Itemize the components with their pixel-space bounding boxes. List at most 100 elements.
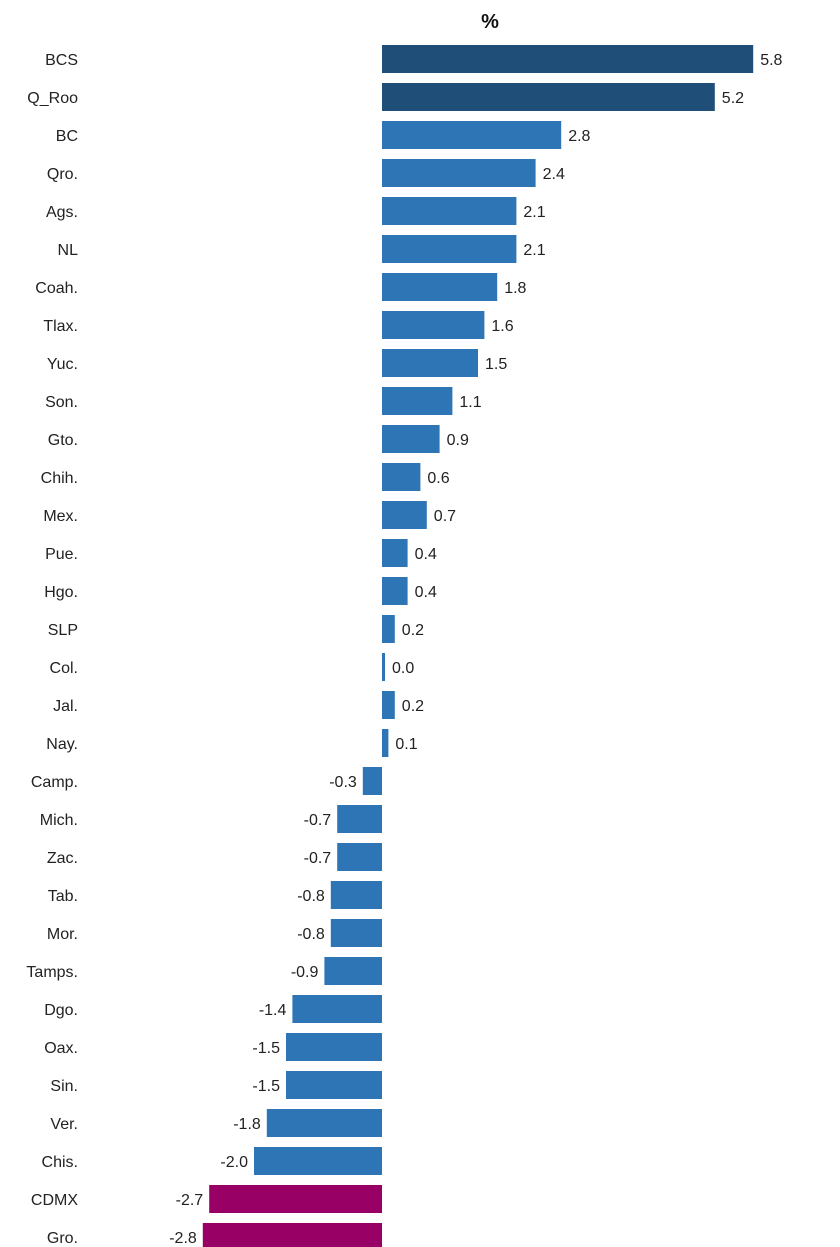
value-label: 1.6 xyxy=(491,318,513,335)
bar-gto xyxy=(382,425,440,453)
category-label: Dgo. xyxy=(44,1002,78,1019)
bar-bc xyxy=(382,121,562,149)
bars-layer xyxy=(202,45,754,1247)
bar-camp xyxy=(362,767,382,795)
value-label: 0.2 xyxy=(402,622,424,639)
category-label: Sin. xyxy=(50,1078,78,1095)
category-label: Ags. xyxy=(46,204,78,221)
bar-chih xyxy=(382,463,421,491)
bar-mex xyxy=(382,501,427,529)
value-label: 0.7 xyxy=(434,508,456,525)
category-label: Tlax. xyxy=(43,318,78,335)
bar-tab xyxy=(330,881,382,909)
category-label: Oax. xyxy=(44,1040,78,1057)
bar-dgo xyxy=(292,995,382,1023)
value-label: 0.1 xyxy=(395,736,417,753)
value-label: 5.2 xyxy=(722,90,744,107)
category-label: Coah. xyxy=(35,280,78,297)
bar-oax xyxy=(286,1033,382,1061)
value-label: 5.8 xyxy=(760,52,782,69)
category-label: Hgo. xyxy=(44,584,78,601)
bar-mor xyxy=(330,919,382,947)
value-label: 0.0 xyxy=(392,660,414,677)
labels-layer: BCS 5.8 Q_Roo 5.2 BC 2.8 Qro. 2.4 Ags. 2.1 NL 2.1 Co… xyxy=(26,52,782,1247)
value-label: 2.1 xyxy=(523,242,545,259)
category-label: Camp. xyxy=(31,774,78,791)
bar-tlax xyxy=(382,311,485,339)
category-label: Son. xyxy=(45,394,78,411)
value-label: -1.4 xyxy=(259,1002,287,1019)
value-label: -2.7 xyxy=(176,1192,204,1209)
category-label: NL xyxy=(58,242,79,259)
category-label: SLP xyxy=(48,622,78,639)
bar-slp xyxy=(382,615,395,643)
value-label: -0.8 xyxy=(297,926,325,943)
category-label: Tamps. xyxy=(26,964,78,981)
category-label: BC xyxy=(56,128,78,145)
category-label: Ver. xyxy=(50,1116,78,1133)
value-label: 0.2 xyxy=(402,698,424,715)
category-label: Jal. xyxy=(53,698,78,715)
category-label: Qro. xyxy=(47,166,78,183)
bar-mich xyxy=(337,805,382,833)
category-label: Chih. xyxy=(41,470,78,487)
value-label: 0.9 xyxy=(447,432,469,449)
value-label: -0.3 xyxy=(329,774,357,791)
bar-bcs xyxy=(382,45,754,73)
category-label: BCS xyxy=(45,52,78,69)
value-label: -1.8 xyxy=(233,1116,261,1133)
bar-sin xyxy=(286,1071,382,1099)
value-label: -0.9 xyxy=(291,964,319,981)
value-label: 2.4 xyxy=(543,166,565,183)
bar-zac xyxy=(337,843,382,871)
value-label: 1.5 xyxy=(485,356,507,373)
category-label: Gto. xyxy=(48,432,78,449)
value-label: -0.8 xyxy=(297,888,325,905)
bar-hgo xyxy=(382,577,408,605)
value-label: -2.0 xyxy=(220,1154,248,1171)
category-label: Pue. xyxy=(45,546,78,563)
category-label: CDMX xyxy=(31,1192,78,1209)
category-label: Zac. xyxy=(47,850,78,867)
bar-tamps xyxy=(324,957,382,985)
value-label: 0.4 xyxy=(415,546,437,563)
chart-title: % xyxy=(481,11,499,33)
bar-cdmx xyxy=(209,1185,382,1213)
value-label: -1.5 xyxy=(252,1040,280,1057)
category-label: Col. xyxy=(50,660,78,677)
bar-son xyxy=(382,387,453,415)
value-label: 1.1 xyxy=(459,394,481,411)
bar-nay xyxy=(382,729,389,757)
bar-yuc xyxy=(382,349,478,377)
value-label: -2.8 xyxy=(169,1230,197,1247)
category-label: Q_Roo xyxy=(27,90,78,107)
value-label: -0.7 xyxy=(304,850,332,867)
value-label: 0.4 xyxy=(415,584,437,601)
bar-coah xyxy=(382,273,498,301)
category-label: Yuc. xyxy=(47,356,78,373)
bar-ver xyxy=(266,1109,382,1137)
bar-jal xyxy=(382,691,395,719)
category-label: Mex. xyxy=(43,508,78,525)
category-label: Mor. xyxy=(47,926,78,943)
category-label: Tab. xyxy=(48,888,78,905)
category-label: Chis. xyxy=(42,1154,78,1171)
bar-ags xyxy=(382,197,517,225)
category-label: Gro. xyxy=(47,1230,78,1247)
bar-nl xyxy=(382,235,517,263)
bar-q-roo xyxy=(382,83,715,111)
bar-chis xyxy=(254,1147,382,1175)
value-label: 2.1 xyxy=(523,204,545,221)
value-label: 0.6 xyxy=(427,470,449,487)
bar-col xyxy=(382,653,385,681)
value-label: -0.7 xyxy=(304,812,332,829)
value-label: 2.8 xyxy=(568,128,590,145)
bar-pue xyxy=(382,539,408,567)
category-label: Nay. xyxy=(46,736,78,753)
category-label: Mich. xyxy=(40,812,78,829)
bar-gro xyxy=(202,1223,382,1247)
value-label: 1.8 xyxy=(504,280,526,297)
bar-qro xyxy=(382,159,536,187)
value-label: -1.5 xyxy=(252,1078,280,1095)
